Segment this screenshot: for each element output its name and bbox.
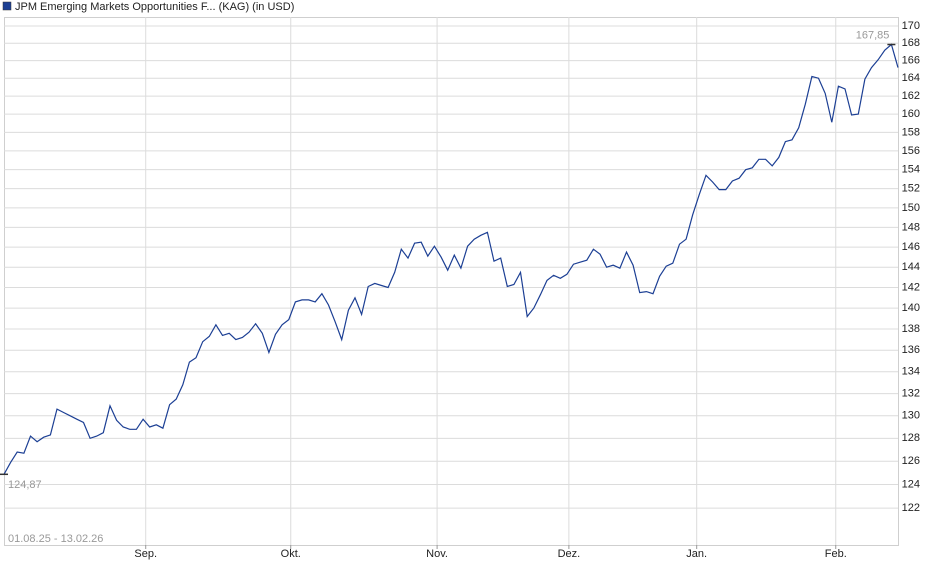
x-tick-label: Okt. xyxy=(281,548,301,560)
legend-swatch xyxy=(2,1,12,11)
x-tick-label: Nov. xyxy=(426,548,448,560)
y-tick-label: 126 xyxy=(902,455,920,467)
y-tick-label: 132 xyxy=(902,388,920,400)
value-label: 124,87 xyxy=(8,479,42,491)
y-tick-label: 152 xyxy=(902,183,920,195)
y-tick-label: 122 xyxy=(902,502,920,514)
date-range: 01.08.25 - 13.02.26 xyxy=(8,533,103,545)
x-tick-label: Sep. xyxy=(134,548,157,560)
y-tick-label: 136 xyxy=(902,344,920,356)
y-tick-label: 148 xyxy=(902,221,920,233)
y-tick-label: 138 xyxy=(902,323,920,335)
y-tick-label: 158 xyxy=(902,126,920,138)
series-line xyxy=(3,43,899,475)
y-tick-label: 168 xyxy=(902,37,920,49)
y-tick-label: 160 xyxy=(902,108,920,120)
y-tick-label: 166 xyxy=(902,55,920,67)
x-tick-label: Jan. xyxy=(686,548,707,560)
y-tick-label: 130 xyxy=(902,410,920,422)
value-label: 167,85 xyxy=(856,29,890,41)
y-tick-label: 162 xyxy=(902,90,920,102)
x-tick-label: Dez. xyxy=(558,548,581,560)
plot-frame xyxy=(4,17,899,546)
x-tick-label: Feb. xyxy=(825,548,847,560)
y-tick-label: 164 xyxy=(902,72,920,84)
y-tick-label: 140 xyxy=(902,302,920,314)
y-tick-label: 154 xyxy=(902,164,920,176)
y-tick-label: 146 xyxy=(902,241,920,253)
y-tick-label: 144 xyxy=(902,261,920,273)
y-tick-label: 142 xyxy=(902,281,920,293)
y-tick-label: 170 xyxy=(902,20,920,32)
y-tick-label: 128 xyxy=(902,432,920,444)
y-tick-label: 134 xyxy=(902,366,920,378)
y-tick-label: 156 xyxy=(902,145,920,157)
legend-label: JPM Emerging Markets Opportunities F... … xyxy=(15,1,294,13)
y-tick-label: 124 xyxy=(902,478,920,490)
y-tick-label: 150 xyxy=(902,202,920,214)
